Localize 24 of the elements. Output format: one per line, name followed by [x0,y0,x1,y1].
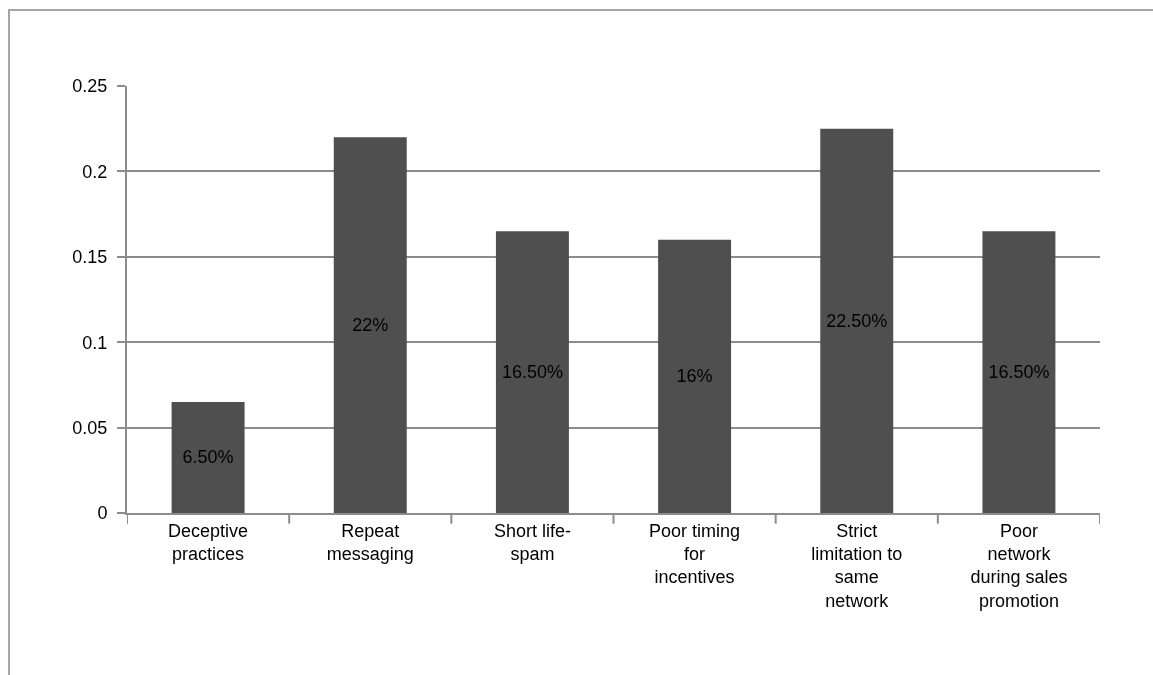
y-tick-label: 0.15 [72,247,108,268]
data-label: 22.50% [826,310,888,331]
data-label: 16.50% [988,362,1050,383]
y-tick-label: 0.1 [82,332,108,353]
data-label: 6.50% [182,447,234,468]
y-tick-label: 0.05 [72,417,108,438]
data-label: 22% [352,315,389,336]
data-label: 16% [676,366,713,387]
y-tick-label: 0.2 [82,161,108,182]
data-label: 16.50% [501,362,563,383]
bar [820,128,894,513]
x-tick-label: Poor network during sales promotion [970,520,1068,611]
x-tick-label: Short life-spam [493,520,571,564]
bar [658,239,732,513]
x-tick-label: Repeat messaging [326,520,414,564]
y-tick-label: 0 [97,503,108,524]
bar [333,137,407,513]
x-tick-label: Strict limitation to same network [811,520,903,611]
y-tick-label: 0.25 [72,76,108,97]
bar [171,401,245,513]
bar [495,231,569,513]
x-tick-label: Deceptive practices [168,520,249,564]
bar [982,231,1056,513]
x-tick-label: Poor timing for incentives [649,520,741,588]
